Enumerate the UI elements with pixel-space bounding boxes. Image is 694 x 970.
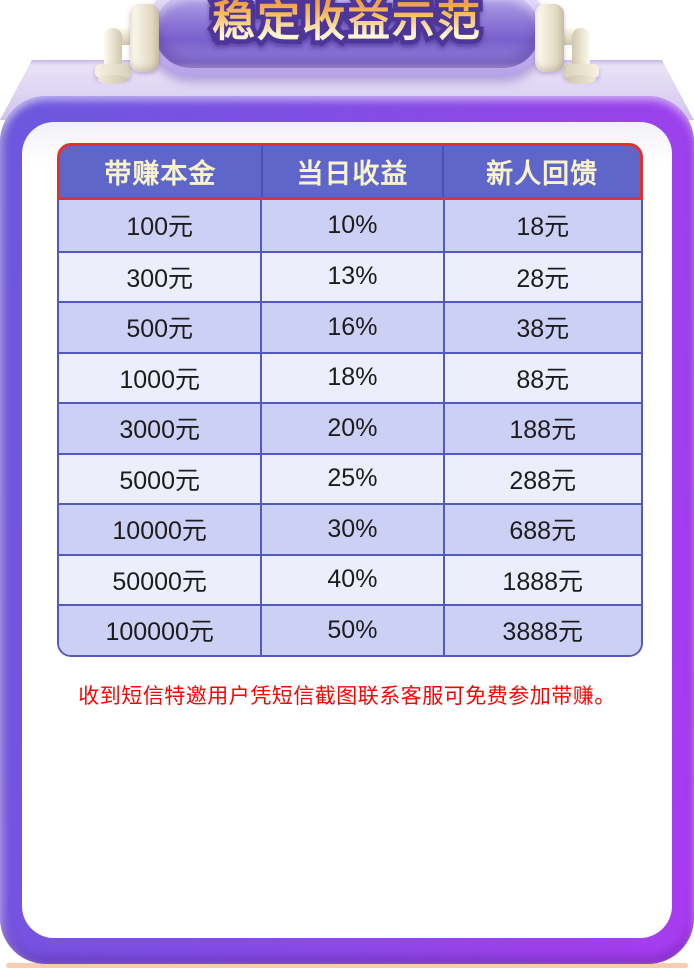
table-cell: 50% bbox=[260, 606, 442, 655]
table-cell: 30% bbox=[260, 505, 442, 554]
pipe-foot bbox=[95, 64, 131, 78]
table-cell: 50000元 bbox=[112, 567, 207, 596]
right-clamp bbox=[535, 4, 564, 72]
table-row: 5000元 25% 288元 bbox=[59, 452, 641, 503]
table-cell: 100元 bbox=[126, 213, 194, 242]
table-row: 1000元 18% 88元 bbox=[59, 351, 641, 402]
page-title: 稳定收益示范 bbox=[145, 1, 549, 45]
table-cell: 188元 bbox=[442, 404, 641, 453]
yield-table: 带赚本金 当日收益 新人回馈 100元 10% 18元 300元 13% 28元 500元 1… bbox=[57, 143, 643, 657]
table-cell: 3000元 bbox=[119, 416, 200, 445]
table-cell: 88元 bbox=[442, 353, 641, 402]
table-row: 3000元 20% 188元 bbox=[59, 402, 641, 453]
sms-invite-note: 收到短信特邀用户凭短信截图联系客服可免费参加带赚。 bbox=[78, 685, 616, 708]
table-row: 300元 13% 28元 bbox=[59, 250, 641, 301]
table-cell: 28元 bbox=[442, 252, 641, 301]
left-clamp bbox=[130, 4, 159, 72]
table-cell: 500元 bbox=[126, 315, 194, 344]
table-cell: 13% bbox=[260, 252, 442, 301]
table-cell: 25% bbox=[260, 454, 442, 503]
table-row: 50000元 40% 1888元 bbox=[59, 553, 641, 604]
table-cell: 288元 bbox=[442, 454, 641, 503]
table-header-principal: 带赚本金 bbox=[104, 159, 217, 189]
table-cell: 100000元 bbox=[105, 618, 214, 647]
title-banner: 稳定收益示范 bbox=[145, 0, 549, 77]
table-cell: 300元 bbox=[126, 264, 194, 293]
table-cell: 5000元 bbox=[119, 466, 200, 495]
table-row: 10000元 30% 688元 bbox=[59, 503, 641, 554]
pipe-vertical bbox=[104, 28, 122, 70]
table-cell: 18% bbox=[260, 353, 442, 402]
table-row: 500元 16% 38元 bbox=[59, 301, 641, 352]
table-row: 100元 10% 18元 bbox=[59, 200, 641, 251]
table-header-newcomer-rebate: 新人回馈 bbox=[442, 146, 640, 197]
table-header-daily-yield: 当日收益 bbox=[260, 146, 443, 197]
table-cell: 16% bbox=[260, 303, 442, 352]
table-row: 100000元 50% 3888元 bbox=[59, 604, 641, 655]
box-bottom-edge bbox=[6, 963, 688, 968]
table-cell: 38元 bbox=[442, 303, 641, 352]
table-cell: 1000元 bbox=[119, 365, 200, 394]
table-cell: 3888元 bbox=[442, 606, 641, 655]
pipe-base bbox=[566, 75, 596, 84]
pipe-base bbox=[98, 75, 128, 84]
table-cell: 20% bbox=[260, 404, 442, 453]
table-cell: 18元 bbox=[442, 200, 641, 251]
table-cell: 1888元 bbox=[442, 555, 641, 604]
table-cell: 688元 bbox=[442, 505, 641, 554]
table-body: 100元 10% 18元 300元 13% 28元 500元 16% 38元 1000元 18% 88… bbox=[57, 200, 643, 657]
table-cell: 40% bbox=[260, 555, 442, 604]
table-cell: 10000元 bbox=[112, 517, 207, 546]
table-cell: 10% bbox=[260, 200, 442, 251]
table-header-row: 带赚本金 当日收益 新人回馈 bbox=[57, 143, 643, 200]
